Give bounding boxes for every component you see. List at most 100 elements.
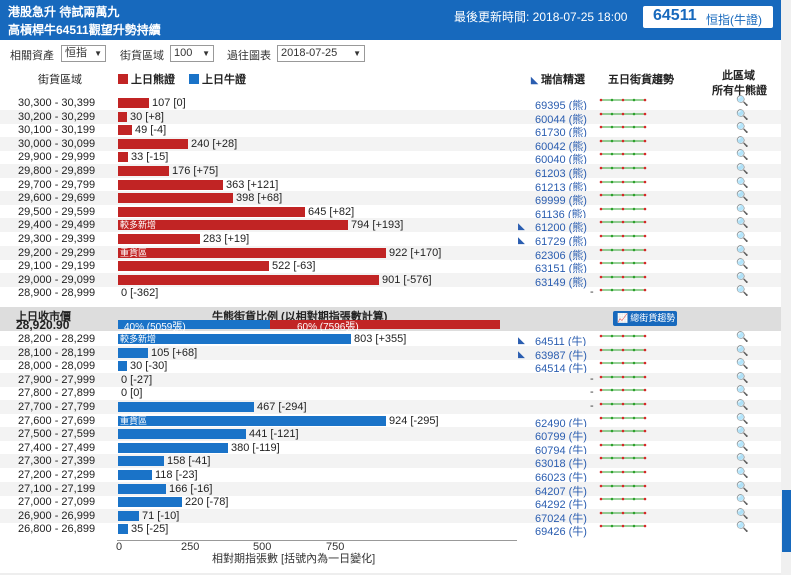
recommended-code-link[interactable]: 62306 (熊) bbox=[535, 249, 587, 262]
bear-bar[interactable] bbox=[118, 111, 127, 122]
search-icon[interactable]: 🔍 bbox=[736, 164, 749, 175]
sparkline-cell[interactable] bbox=[598, 110, 650, 127]
recommended-code-link[interactable]: 60042 (熊) bbox=[535, 140, 587, 153]
recommended-code-link[interactable]: 64514 (牛) bbox=[535, 363, 587, 376]
sparkline-cell[interactable] bbox=[598, 346, 650, 363]
sparkline-cell[interactable] bbox=[598, 359, 650, 376]
bull-bar[interactable] bbox=[118, 442, 228, 453]
search-icon[interactable]: 🔍 bbox=[736, 245, 749, 257]
search-icon[interactable]: 🔍 bbox=[736, 372, 749, 384]
sparkline-cell[interactable] bbox=[598, 386, 650, 403]
recommended-code-link[interactable]: 61200 (熊) bbox=[535, 222, 587, 235]
sparkline-cell[interactable] bbox=[598, 259, 650, 276]
bull-bar[interactable] bbox=[118, 429, 246, 440]
search-icon[interactable]: 🔍 bbox=[736, 96, 749, 107]
recommended-code-link[interactable]: 63149 (熊) bbox=[535, 276, 587, 289]
sparkline-cell[interactable] bbox=[598, 164, 650, 181]
search-icon[interactable]: 🔍 bbox=[736, 495, 749, 507]
search-icon[interactable]: 🔍 bbox=[736, 468, 749, 479]
sparkline-cell[interactable] bbox=[598, 232, 650, 249]
sparkline-cell[interactable] bbox=[598, 400, 650, 417]
bull-bar[interactable] bbox=[118, 456, 164, 467]
bear-bar[interactable]: 重貨區 bbox=[118, 247, 386, 258]
featured-warrant-box[interactable]: 64511 恒指(牛證) bbox=[643, 6, 773, 28]
search-icon[interactable]: 🔍 bbox=[736, 150, 749, 162]
bear-bar[interactable] bbox=[118, 166, 169, 176]
search-icon[interactable]: 🔍 bbox=[736, 440, 749, 452]
search-icon[interactable]: 🔍 bbox=[736, 386, 749, 398]
recommended-code-link[interactable]: 67024 (牛) bbox=[535, 512, 587, 525]
recommended-code-link[interactable]: 61213 (熊) bbox=[535, 181, 587, 194]
bull-bar[interactable] bbox=[118, 483, 166, 494]
bear-bar[interactable] bbox=[118, 274, 379, 285]
bear-bar[interactable] bbox=[118, 234, 200, 244]
sparkline-cell[interactable] bbox=[598, 495, 650, 512]
bull-bar[interactable] bbox=[118, 524, 128, 535]
bull-bar[interactable] bbox=[118, 361, 127, 372]
recommended-code-link[interactable]: 63018 (牛) bbox=[535, 458, 587, 471]
sparkline-cell[interactable] bbox=[598, 123, 650, 140]
search-icon[interactable]: 🔍 bbox=[736, 218, 749, 230]
recommended-code-link[interactable]: 69426 (牛) bbox=[535, 526, 587, 539]
sparkline-cell[interactable] bbox=[598, 150, 650, 167]
search-icon[interactable]: 🔍 bbox=[736, 359, 749, 371]
search-icon[interactable]: 🔍 bbox=[736, 123, 749, 135]
search-icon[interactable]: 🔍 bbox=[736, 204, 749, 216]
recommended-code-link[interactable]: 69395 (熊) bbox=[535, 100, 587, 112]
search-icon[interactable]: 🔍 bbox=[736, 345, 749, 357]
bull-bar[interactable] bbox=[118, 470, 152, 480]
bear-bar[interactable] bbox=[118, 261, 269, 272]
bear-bar[interactable] bbox=[118, 125, 132, 136]
search-icon[interactable]: 🔍 bbox=[736, 232, 749, 243]
recommended-code-link[interactable]: 61730 (熊) bbox=[535, 127, 587, 140]
recommended-code-link[interactable]: 61136 (熊) bbox=[535, 208, 587, 221]
headline-title[interactable]: 港股急升 待試兩萬九 bbox=[8, 5, 120, 19]
search-icon[interactable]: 🔍 bbox=[736, 191, 749, 203]
sparkline-cell[interactable] bbox=[598, 96, 650, 113]
recommended-code-link[interactable]: 63987 (牛) bbox=[535, 349, 587, 362]
search-icon[interactable]: 🔍 bbox=[736, 136, 749, 148]
zone-select[interactable]: 100 ▼ bbox=[170, 45, 214, 62]
bull-bar[interactable] bbox=[118, 402, 254, 412]
sparkline-cell[interactable] bbox=[598, 178, 650, 195]
recommended-code-link[interactable]: 60794 (牛) bbox=[535, 444, 587, 457]
sparkline-cell[interactable] bbox=[598, 218, 650, 235]
search-icon[interactable]: 🔍 bbox=[736, 177, 749, 189]
recommended-code-link[interactable]: 66023 (牛) bbox=[535, 472, 587, 484]
recommended-code-link[interactable]: 60044 (熊) bbox=[535, 113, 587, 126]
sparkline-cell[interactable] bbox=[598, 482, 650, 499]
search-icon[interactable]: 🔍 bbox=[736, 109, 749, 121]
search-icon[interactable]: 🔍 bbox=[736, 332, 749, 343]
bull-bar[interactable] bbox=[118, 510, 139, 521]
side-float-tab[interactable] bbox=[782, 490, 791, 552]
bear-bar[interactable] bbox=[118, 206, 305, 217]
bull-bar[interactable]: 重貨區 bbox=[118, 415, 386, 426]
sparkline-cell[interactable] bbox=[598, 246, 650, 263]
bear-bar[interactable] bbox=[118, 193, 233, 204]
featured-code[interactable]: 64511 bbox=[653, 7, 697, 24]
search-icon[interactable]: 🔍 bbox=[736, 400, 749, 411]
search-icon[interactable]: 🔍 bbox=[736, 481, 749, 493]
search-icon[interactable]: 🔍 bbox=[736, 272, 749, 284]
sparkline-cell[interactable] bbox=[598, 205, 650, 222]
bear-bar[interactable]: 較多新增 bbox=[118, 220, 348, 231]
recommended-code-link[interactable]: 64207 (牛) bbox=[535, 485, 587, 498]
asset-select[interactable]: 恒指 ▼ bbox=[61, 45, 106, 62]
sparkline-cell[interactable] bbox=[598, 191, 650, 208]
sparkline-cell[interactable] bbox=[598, 332, 650, 349]
page-scrollbar[interactable] bbox=[781, 0, 791, 575]
search-icon[interactable]: 🔍 bbox=[736, 427, 749, 439]
sparkline-cell[interactable] bbox=[598, 286, 650, 303]
sparkline-cell[interactable] bbox=[598, 509, 650, 526]
bear-bar[interactable] bbox=[118, 138, 188, 149]
sparkline-cell[interactable] bbox=[598, 522, 650, 539]
recommended-code-link[interactable]: 62490 (牛) bbox=[535, 417, 587, 430]
bear-bar[interactable] bbox=[118, 152, 128, 163]
sparkline-cell[interactable] bbox=[598, 373, 650, 390]
recommended-code-link[interactable]: 64292 (牛) bbox=[535, 499, 587, 512]
sparkline-cell[interactable] bbox=[598, 273, 650, 290]
sparkline-cell[interactable] bbox=[598, 414, 650, 431]
bull-bar[interactable] bbox=[118, 347, 148, 358]
recommended-code-link[interactable]: 69999 (熊) bbox=[535, 195, 587, 208]
bull-bar[interactable] bbox=[118, 497, 182, 508]
